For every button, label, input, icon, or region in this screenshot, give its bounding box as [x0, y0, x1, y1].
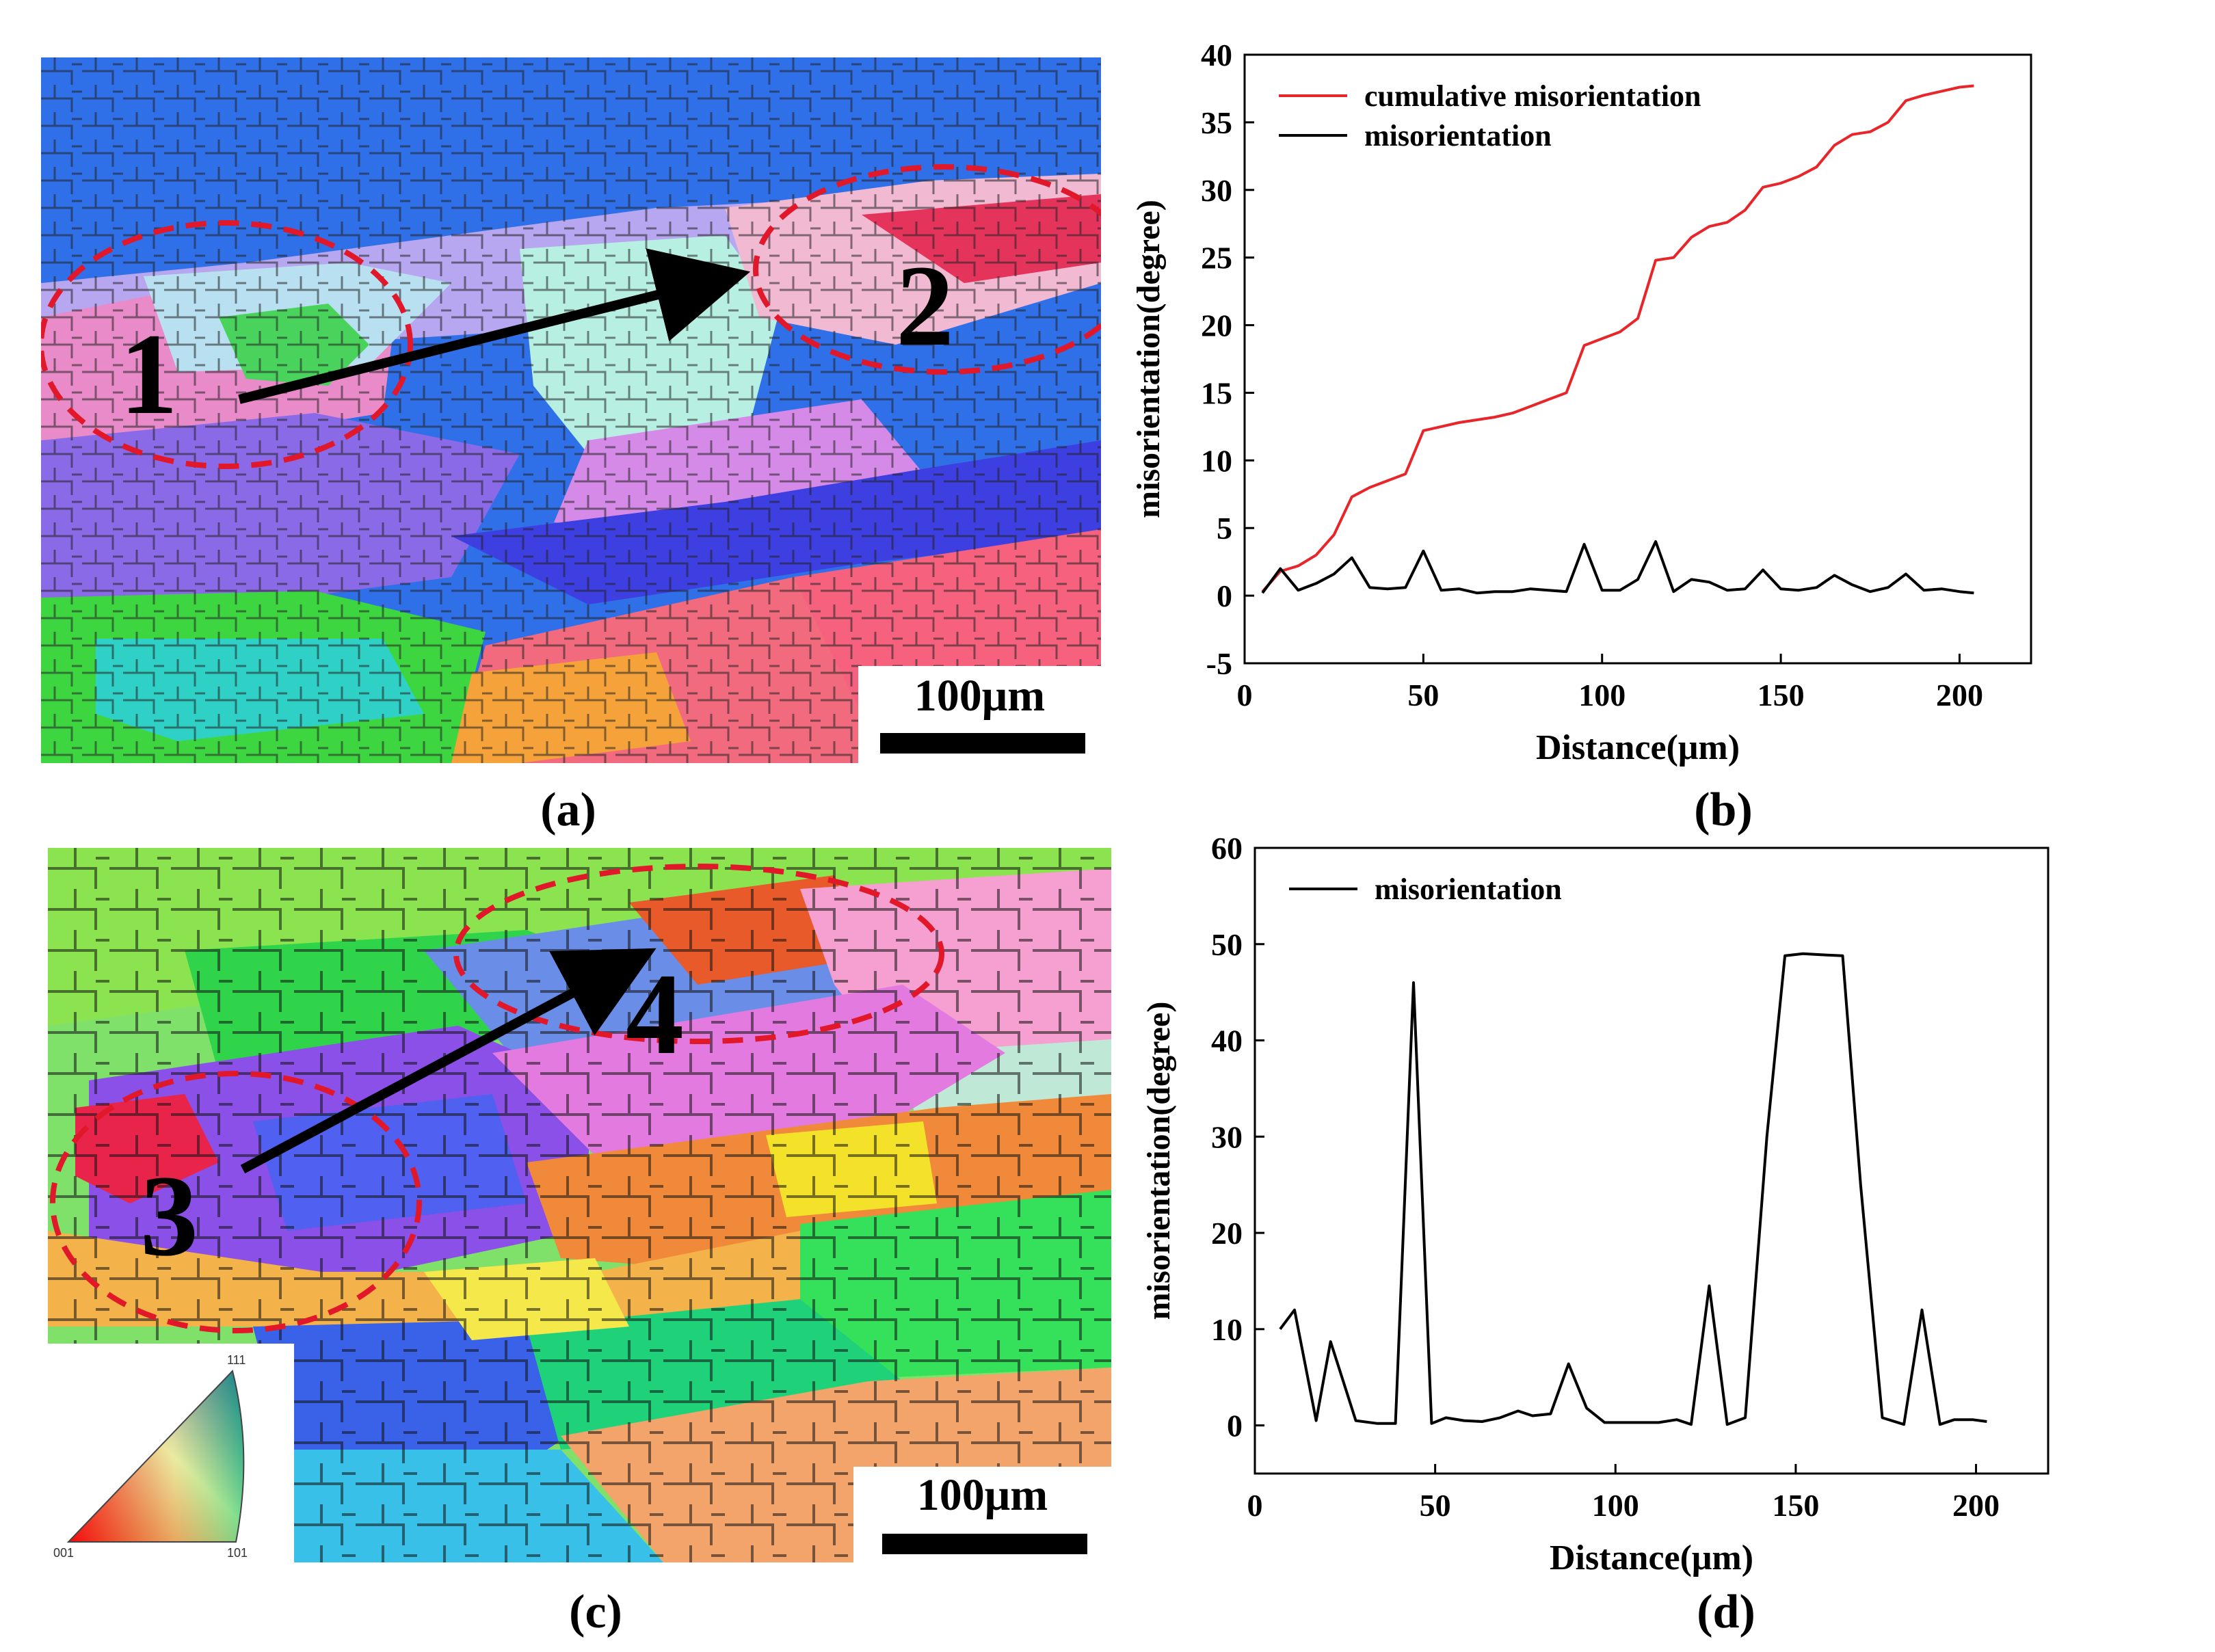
region-label-2: 2 [896, 241, 954, 370]
x-axis-label: Distance(μm) [1536, 728, 1740, 767]
ipf-label-001: 001 [53, 1546, 74, 1560]
region-label-3: 3 [140, 1151, 198, 1280]
series-line-misorientation [1279, 952, 1987, 1426]
plot-frame [1243, 53, 2032, 665]
caption-c: (c) [569, 1586, 622, 1638]
y-tick-label: 25 [1201, 241, 1232, 276]
region-circle-1 [41, 220, 413, 469]
ipf-label-111: 111 [227, 1353, 246, 1367]
ebsd-map-a: 1 2 100μm [41, 57, 1101, 763]
y-tick-label: -5 [1206, 646, 1232, 681]
y-tick-label: 60 [1211, 831, 1243, 866]
chart-b: 0 50 100 150 200 -5 0 5 10 15 20 25 30 35 40 Distance(μ… [1108, 34, 2215, 841]
x-tick-label: 150 [1772, 1488, 1819, 1523]
y-tick-label: 20 [1201, 308, 1232, 343]
plot-frame [1254, 847, 2050, 1475]
x-axis-label: Distance(μm) [1550, 1538, 1753, 1577]
series-line-misorientation [1261, 540, 1974, 595]
y-tick-label: 15 [1201, 375, 1232, 410]
legend-label: cumulative misorientation [1364, 79, 1701, 113]
y-tick-label: 50 [1211, 927, 1243, 962]
caption-b: (b) [1694, 784, 1753, 836]
ipf-label-101: 101 [227, 1546, 248, 1560]
legend-label: misorientation [1375, 872, 1562, 906]
region-label-1: 1 [120, 310, 178, 438]
ipf-color-key: 111 001 101 [48, 1344, 294, 1562]
y-tick-label: 40 [1201, 38, 1232, 72]
region-label-4: 4 [626, 950, 684, 1078]
x-tick-label: 100 [1578, 678, 1626, 712]
scale-bar-line-a [880, 733, 1085, 754]
y-tick-label: 10 [1211, 1312, 1243, 1347]
y-tick-label: 5 [1217, 511, 1232, 546]
x-tick-label: 0 [1247, 1488, 1263, 1523]
ebsd-map-c: 3 4 111 001 101 [48, 848, 1111, 1562]
scale-bar-a: 100μm [858, 666, 1101, 763]
y-axis-label: misorientation(degree) [1130, 200, 1167, 518]
legend-label: misorientation [1364, 119, 1552, 152]
x-tick-label: 50 [1407, 678, 1439, 712]
scale-label-c: 100μm [916, 1470, 1048, 1520]
y-tick-label: 30 [1211, 1119, 1243, 1154]
caption-d: (d) [1697, 1586, 1755, 1638]
y-tick-label: 30 [1201, 173, 1232, 208]
scale-bar-c: 100μm [853, 1467, 1111, 1562]
x-tick-label: 200 [1952, 1488, 2000, 1523]
x-tick-label: 150 [1758, 678, 1805, 712]
x-tick-label: 50 [1420, 1488, 1451, 1523]
x-tick-label: 0 [1237, 678, 1253, 712]
caption-a: (a) [540, 784, 596, 836]
x-tick-label: 100 [1592, 1488, 1639, 1523]
region-circle-3 [50, 1071, 422, 1333]
scale-bar-line-c [882, 1534, 1087, 1554]
series-line-cumulative-misorientation [1261, 84, 1974, 593]
y-tick-label: 35 [1201, 105, 1232, 140]
y-axis-label: misorientation(degree) [1141, 1002, 1177, 1320]
x-tick-label: 200 [1936, 678, 1983, 712]
scan-arrow-c [240, 948, 656, 1174]
y-tick-label: 0 [1227, 1409, 1243, 1443]
region-circle-2 [753, 164, 1101, 375]
y-tick-label: 40 [1211, 1024, 1243, 1058]
y-tick-label: 10 [1201, 443, 1232, 478]
y-tick-label: 20 [1211, 1216, 1243, 1251]
y-tick-label: 0 [1217, 578, 1232, 613]
region-circle-4 [453, 864, 944, 1044]
chart-d: 0 50 100 150 200 0 10 20 30 40 50 60 Distance(μm) mis… [1108, 821, 2215, 1652]
scale-label-a: 100μm [914, 671, 1046, 721]
scan-arrow-a [238, 248, 751, 404]
